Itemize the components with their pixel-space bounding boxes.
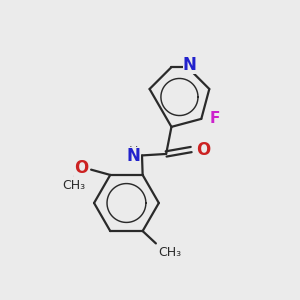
- Text: CH₃: CH₃: [62, 179, 85, 192]
- Text: O: O: [196, 140, 211, 158]
- Text: F: F: [210, 111, 220, 126]
- Text: N: N: [127, 147, 140, 165]
- Text: H: H: [129, 146, 139, 158]
- Text: N: N: [183, 56, 197, 74]
- Text: CH₃: CH₃: [158, 246, 181, 260]
- Text: O: O: [74, 159, 88, 177]
